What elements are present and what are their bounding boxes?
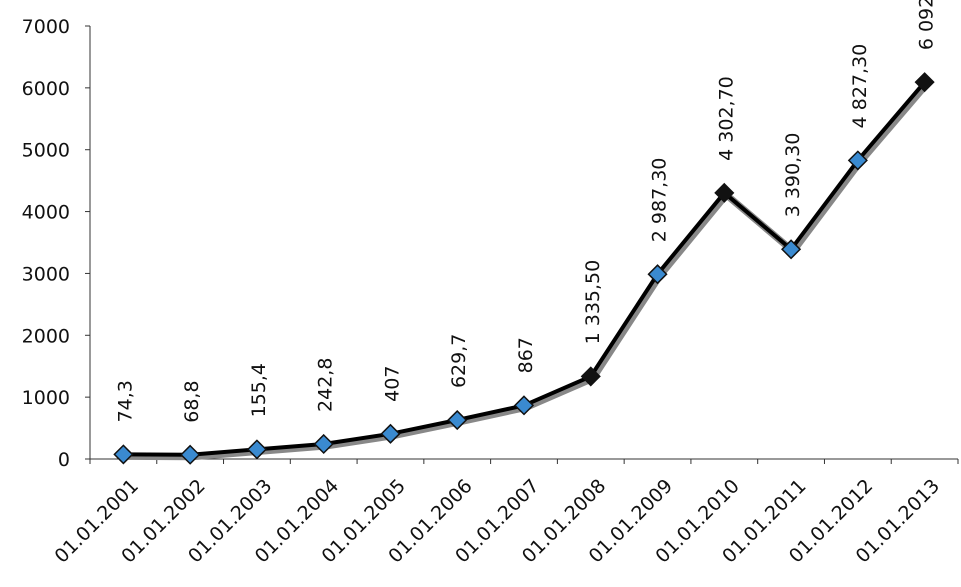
data-point-marker bbox=[513, 395, 535, 416]
y-tick-label: 6000 bbox=[22, 78, 70, 100]
data-label: 1 335,50 bbox=[582, 260, 604, 345]
data-markers bbox=[113, 72, 935, 465]
data-label: 4 302,70 bbox=[715, 76, 737, 161]
data-point-marker bbox=[313, 433, 334, 455]
data-label: 74,3 bbox=[114, 380, 136, 422]
data-label: 155,4 bbox=[248, 363, 270, 417]
data-label: 6 092,10 bbox=[916, 0, 938, 50]
data-point-marker bbox=[246, 439, 267, 460]
data-point-marker bbox=[580, 366, 601, 387]
y-tick-label: 0 bbox=[58, 449, 70, 471]
data-point-marker bbox=[380, 423, 401, 444]
data-point-marker bbox=[113, 444, 134, 465]
data-label: 242,8 bbox=[315, 358, 337, 412]
data-point-marker bbox=[647, 264, 668, 285]
data-point-marker bbox=[781, 239, 802, 260]
y-axis: 0 1000 2000 3000 4000 5000 6000 7000 bbox=[22, 16, 91, 471]
data-label: 867 bbox=[515, 337, 537, 373]
data-label: 2 987,30 bbox=[649, 158, 671, 243]
data-label: 68,8 bbox=[181, 380, 203, 422]
data-labels: 74,3 68,8 155,4 242,8 407 629,7 867 1 335,50 2 9… bbox=[114, 0, 937, 423]
data-point-marker bbox=[180, 444, 201, 465]
data-label: 629,7 bbox=[448, 334, 470, 388]
y-tick-label: 7000 bbox=[22, 16, 70, 38]
y-tick-label: 3000 bbox=[22, 263, 70, 285]
y-tick-label: 1000 bbox=[22, 387, 70, 409]
y-tick-label: 2000 bbox=[22, 325, 70, 347]
y-tick-label: 5000 bbox=[22, 140, 70, 162]
data-point-marker bbox=[447, 409, 468, 431]
x-axis: 01.01.200101.01.200201.01.200301.01.2004… bbox=[50, 458, 959, 567]
data-point-marker bbox=[914, 72, 935, 93]
data-label: 3 390,30 bbox=[782, 133, 804, 218]
data-point-marker bbox=[847, 150, 868, 171]
data-label: 407 bbox=[381, 366, 403, 402]
data-label: 4 827,30 bbox=[849, 44, 871, 129]
y-tick-label: 4000 bbox=[22, 202, 70, 224]
data-point-marker bbox=[714, 182, 735, 203]
